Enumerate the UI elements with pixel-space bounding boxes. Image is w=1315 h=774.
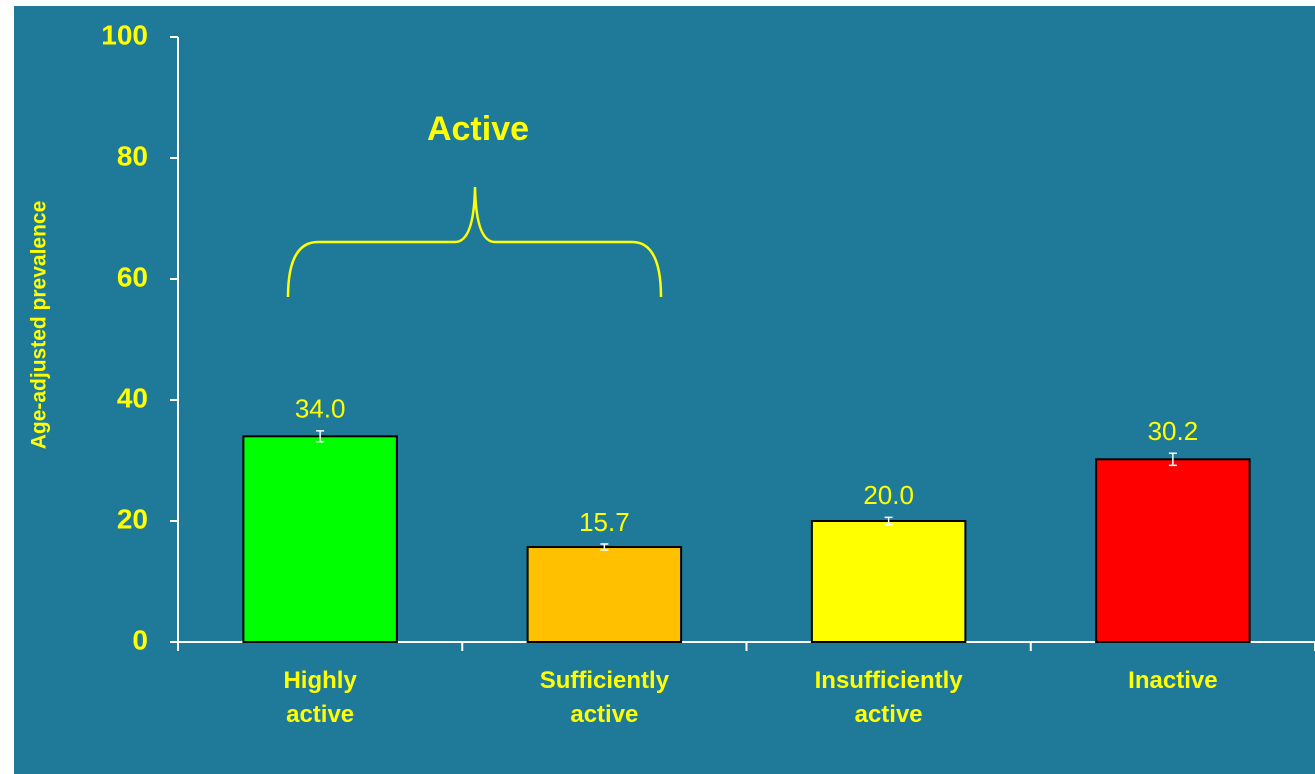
bar xyxy=(810,520,967,643)
data-label: 20.0 xyxy=(863,480,914,510)
y-axis-title: Age-adjusted prevalence xyxy=(28,201,51,450)
y-tick-label: 80 xyxy=(117,140,148,171)
x-tick-label: Inactive xyxy=(1128,667,1217,694)
bar xyxy=(242,435,398,643)
y-tick-label: 100 xyxy=(101,19,148,50)
y-tick-label: 60 xyxy=(117,261,148,292)
bar xyxy=(526,546,683,644)
data-label: 34.0 xyxy=(295,394,346,424)
y-tick-label: 40 xyxy=(117,382,148,413)
annotation: Active xyxy=(427,110,529,148)
background xyxy=(14,6,1315,774)
error-bar xyxy=(316,430,325,443)
data-label: 15.7 xyxy=(579,507,630,537)
y-tick-label: 0 xyxy=(132,624,148,655)
brace xyxy=(286,186,663,298)
error-bar xyxy=(1168,452,1177,467)
x-tick-label: Insufficiently active xyxy=(815,667,964,728)
x-tick-label: Highly active xyxy=(283,667,357,728)
y-tick-label: 20 xyxy=(117,503,148,534)
error-bar xyxy=(884,516,893,526)
bar xyxy=(1095,458,1251,644)
data-label: 30.2 xyxy=(1148,416,1199,446)
x-tick-label: Sufficiently active xyxy=(540,667,670,728)
error-bar xyxy=(600,543,609,551)
